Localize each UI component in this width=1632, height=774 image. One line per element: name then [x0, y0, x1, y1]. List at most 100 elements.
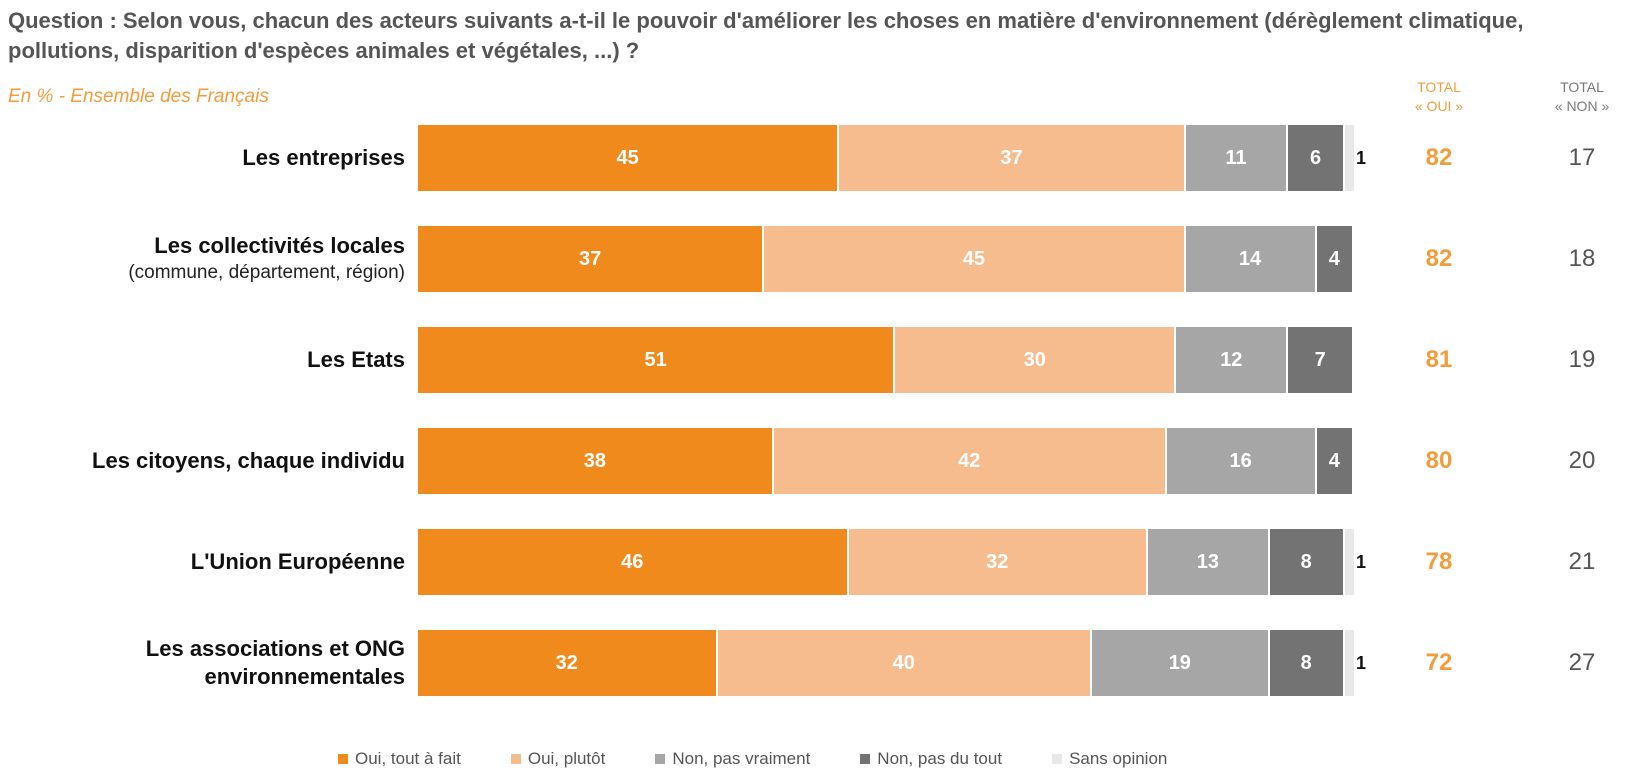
- bar-segment: 8: [1269, 529, 1345, 595]
- category-label-main: Les entreprises: [242, 145, 405, 170]
- data-label: 32: [555, 651, 578, 674]
- total-non-header-line2: « NON »: [1554, 98, 1610, 114]
- legend-swatch: [860, 754, 871, 764]
- data-label: 37: [579, 247, 602, 270]
- data-label: 11: [1225, 146, 1247, 169]
- legend-label: Non, pas du tout: [877, 749, 1003, 768]
- stacked-bar: 51 30 12 7: [418, 327, 1354, 393]
- category-label: Les citoyens, chaque individu: [5, 428, 405, 494]
- chart-row: Les Etats 51 30 12 7 81 19: [0, 327, 1632, 393]
- bar-segment: 6: [1288, 125, 1345, 191]
- category-label: Les entreprises: [5, 125, 405, 191]
- stacked-bar: 45 37 11 6 1: [418, 125, 1366, 191]
- legend-label: Non, pas vraiment: [672, 749, 811, 768]
- bar-segment: 7: [1288, 327, 1354, 393]
- data-label: 6: [1309, 146, 1322, 169]
- bar-segment: 37: [418, 226, 765, 292]
- category-label-main: L'Union Européenne: [190, 549, 405, 574]
- data-label: 51: [644, 348, 667, 371]
- total-oui-value: 72: [1425, 649, 1453, 676]
- total-oui-value: 82: [1425, 245, 1453, 272]
- stacked-bar: 32 40 19 8 1: [418, 630, 1366, 696]
- data-label-outside: 1: [1356, 551, 1367, 572]
- bar-segment: 30: [895, 327, 1177, 393]
- bar-segment: 37: [839, 125, 1186, 191]
- chart-subtitle: En % - Ensemble des Français: [8, 86, 269, 107]
- bar-segment: 45: [418, 125, 840, 191]
- data-label: 37: [1000, 146, 1023, 169]
- total-non-value: 27: [1568, 649, 1596, 676]
- category-label: L'Union Européenne: [5, 529, 405, 595]
- data-label: 8: [1300, 651, 1312, 674]
- data-label: 16: [1229, 449, 1252, 472]
- data-label-outside: 1: [1356, 147, 1367, 168]
- category-label: Les collectivités locales (commune, dépar…: [5, 226, 405, 292]
- bar-segment: 4: [1316, 226, 1354, 292]
- bar-segment: 38: [418, 428, 774, 494]
- legend-swatch: [510, 754, 521, 764]
- chart-row: Les entreprises 45 37 11 6 1 82 17: [0, 125, 1632, 191]
- bar-segment: 13: [1148, 529, 1270, 595]
- bar-segment: 51: [418, 327, 896, 393]
- data-label: 4: [1328, 449, 1340, 472]
- data-label-outside: 1: [1356, 652, 1367, 673]
- chart-row: Les collectivités locales (commune, dépar…: [0, 226, 1632, 292]
- total-non-header-line1: TOTAL: [1560, 79, 1604, 95]
- total-oui-value: 78: [1425, 548, 1453, 575]
- legend-swatch: [338, 754, 348, 764]
- bar-segment: 42: [773, 428, 1167, 494]
- total-non-header: TOTAL « NON »: [1532, 78, 1632, 116]
- category-label-main: Les associations et ONG: [145, 636, 405, 661]
- data-label: 12: [1220, 348, 1243, 371]
- total-oui-header: TOTAL « OUI »: [1389, 78, 1489, 116]
- data-label: 19: [1168, 651, 1191, 674]
- legend-swatch: [1052, 754, 1063, 764]
- total-oui-value: 80: [1425, 447, 1453, 474]
- bar-segment: 32: [418, 630, 718, 696]
- total-oui-value: 82: [1425, 144, 1453, 171]
- data-label: 45: [616, 146, 639, 169]
- chart-row: Les associations et ONG environnementales…: [0, 630, 1632, 696]
- total-non-value: 19: [1568, 346, 1596, 373]
- bar-segment: 14: [1185, 226, 1317, 292]
- legend-item: Non, pas du tout: [860, 749, 1002, 769]
- question-title: Question : Selon vous, chacun des acteur…: [8, 8, 1524, 63]
- bar-segment: 32: [848, 529, 1149, 595]
- data-label: 14: [1238, 247, 1262, 270]
- bar-segment: 11: [1185, 125, 1289, 191]
- bar-segment: 4: [1316, 428, 1354, 494]
- bar-segment: 16: [1166, 428, 1317, 494]
- data-label: 4: [1328, 247, 1340, 270]
- bar-segment: 45: [764, 226, 1186, 292]
- total-non-value: 18: [1568, 245, 1596, 272]
- total-non-value: 20: [1568, 447, 1596, 474]
- legend-item: Oui, plutôt: [510, 749, 606, 769]
- bar-segment: [1344, 630, 1354, 696]
- category-label: Les associations et ONG environnementales: [5, 630, 405, 696]
- legend-label: Oui, plutôt: [527, 749, 606, 768]
- legend-item: Oui, tout à fait: [338, 749, 461, 769]
- category-label-sub: (commune, département, région): [128, 262, 405, 283]
- bar-segment: 8: [1269, 630, 1345, 696]
- category-label-main: Les collectivités locales: [154, 233, 405, 258]
- bar-segment: 19: [1091, 630, 1270, 696]
- data-label: 32: [986, 550, 1009, 573]
- legend-item: Sans opinion: [1052, 749, 1167, 769]
- data-label: 45: [962, 247, 986, 270]
- total-non-value: 21: [1568, 548, 1596, 575]
- total-non-value: 17: [1568, 144, 1596, 171]
- bar-segment: [1344, 125, 1354, 191]
- category-label: Les Etats: [5, 327, 405, 393]
- data-label: 13: [1196, 550, 1220, 573]
- chart-row: L'Union Européenne 46 32 13 8 1 78 21: [0, 529, 1632, 595]
- total-oui-header-line2: « OUI »: [1414, 98, 1464, 114]
- data-label: 7: [1314, 348, 1326, 371]
- bar-segment: [1344, 529, 1354, 595]
- category-label-sub: environnementales: [204, 664, 405, 689]
- category-label-main: Les Etats: [307, 347, 405, 372]
- total-oui-header-line1: TOTAL: [1417, 79, 1461, 95]
- data-label: 38: [583, 449, 606, 472]
- category-label-main: Les citoyens, chaque individu: [92, 448, 405, 473]
- data-label: 46: [621, 550, 644, 573]
- data-label: 40: [892, 651, 915, 674]
